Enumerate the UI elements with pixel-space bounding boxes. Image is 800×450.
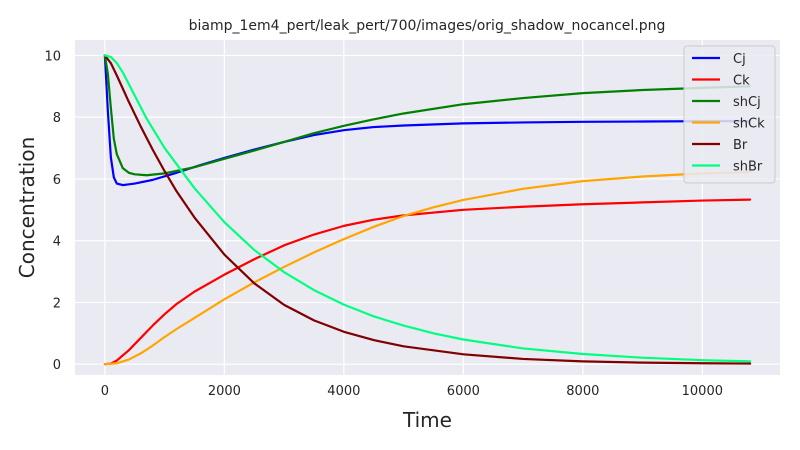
legend-label: shCk (733, 117, 765, 132)
legend-label: shBr (733, 160, 763, 175)
y-tick-label: 6 (53, 173, 61, 188)
x-tick-label: 10000 (682, 384, 723, 399)
x-tick-label: 0 (101, 384, 109, 399)
y-tick-label: 8 (53, 111, 61, 126)
y-tick-label: 2 (53, 296, 61, 311)
x-tick-label: 8000 (566, 384, 599, 399)
series-line-shbr (103, 54, 752, 363)
y-tick-label: 4 (53, 235, 61, 250)
plot-area (75, 40, 780, 375)
legend-label: Cj (733, 52, 746, 67)
series-line-shcj (103, 54, 752, 177)
chart-title: biamp_1em4_pert/leak_pert/700/images/ori… (189, 18, 666, 34)
y-tick-label: 10 (44, 49, 61, 64)
series-line-shck (103, 171, 752, 366)
axis-ticks: 0 2000 4000 6000 8000 10000 0 2 4 6 8 10 (44, 49, 723, 399)
x-axis-title: Time (402, 408, 452, 432)
legend: Cj Ck shCj shCk Br shBr (683, 45, 776, 184)
x-tick-label: 6000 (447, 384, 480, 399)
series-lines (103, 54, 752, 366)
y-axis-title: Concentration (15, 137, 39, 278)
series-line-ck (103, 198, 752, 366)
grid (75, 40, 780, 375)
legend-label: Br (733, 138, 748, 153)
legend-label: shCj (733, 95, 761, 110)
x-tick-label: 4000 (327, 384, 360, 399)
legend-label: Ck (733, 74, 750, 89)
series-line-br (103, 54, 752, 365)
y-tick-label: 0 (53, 358, 61, 373)
x-tick-label: 2000 (208, 384, 241, 399)
